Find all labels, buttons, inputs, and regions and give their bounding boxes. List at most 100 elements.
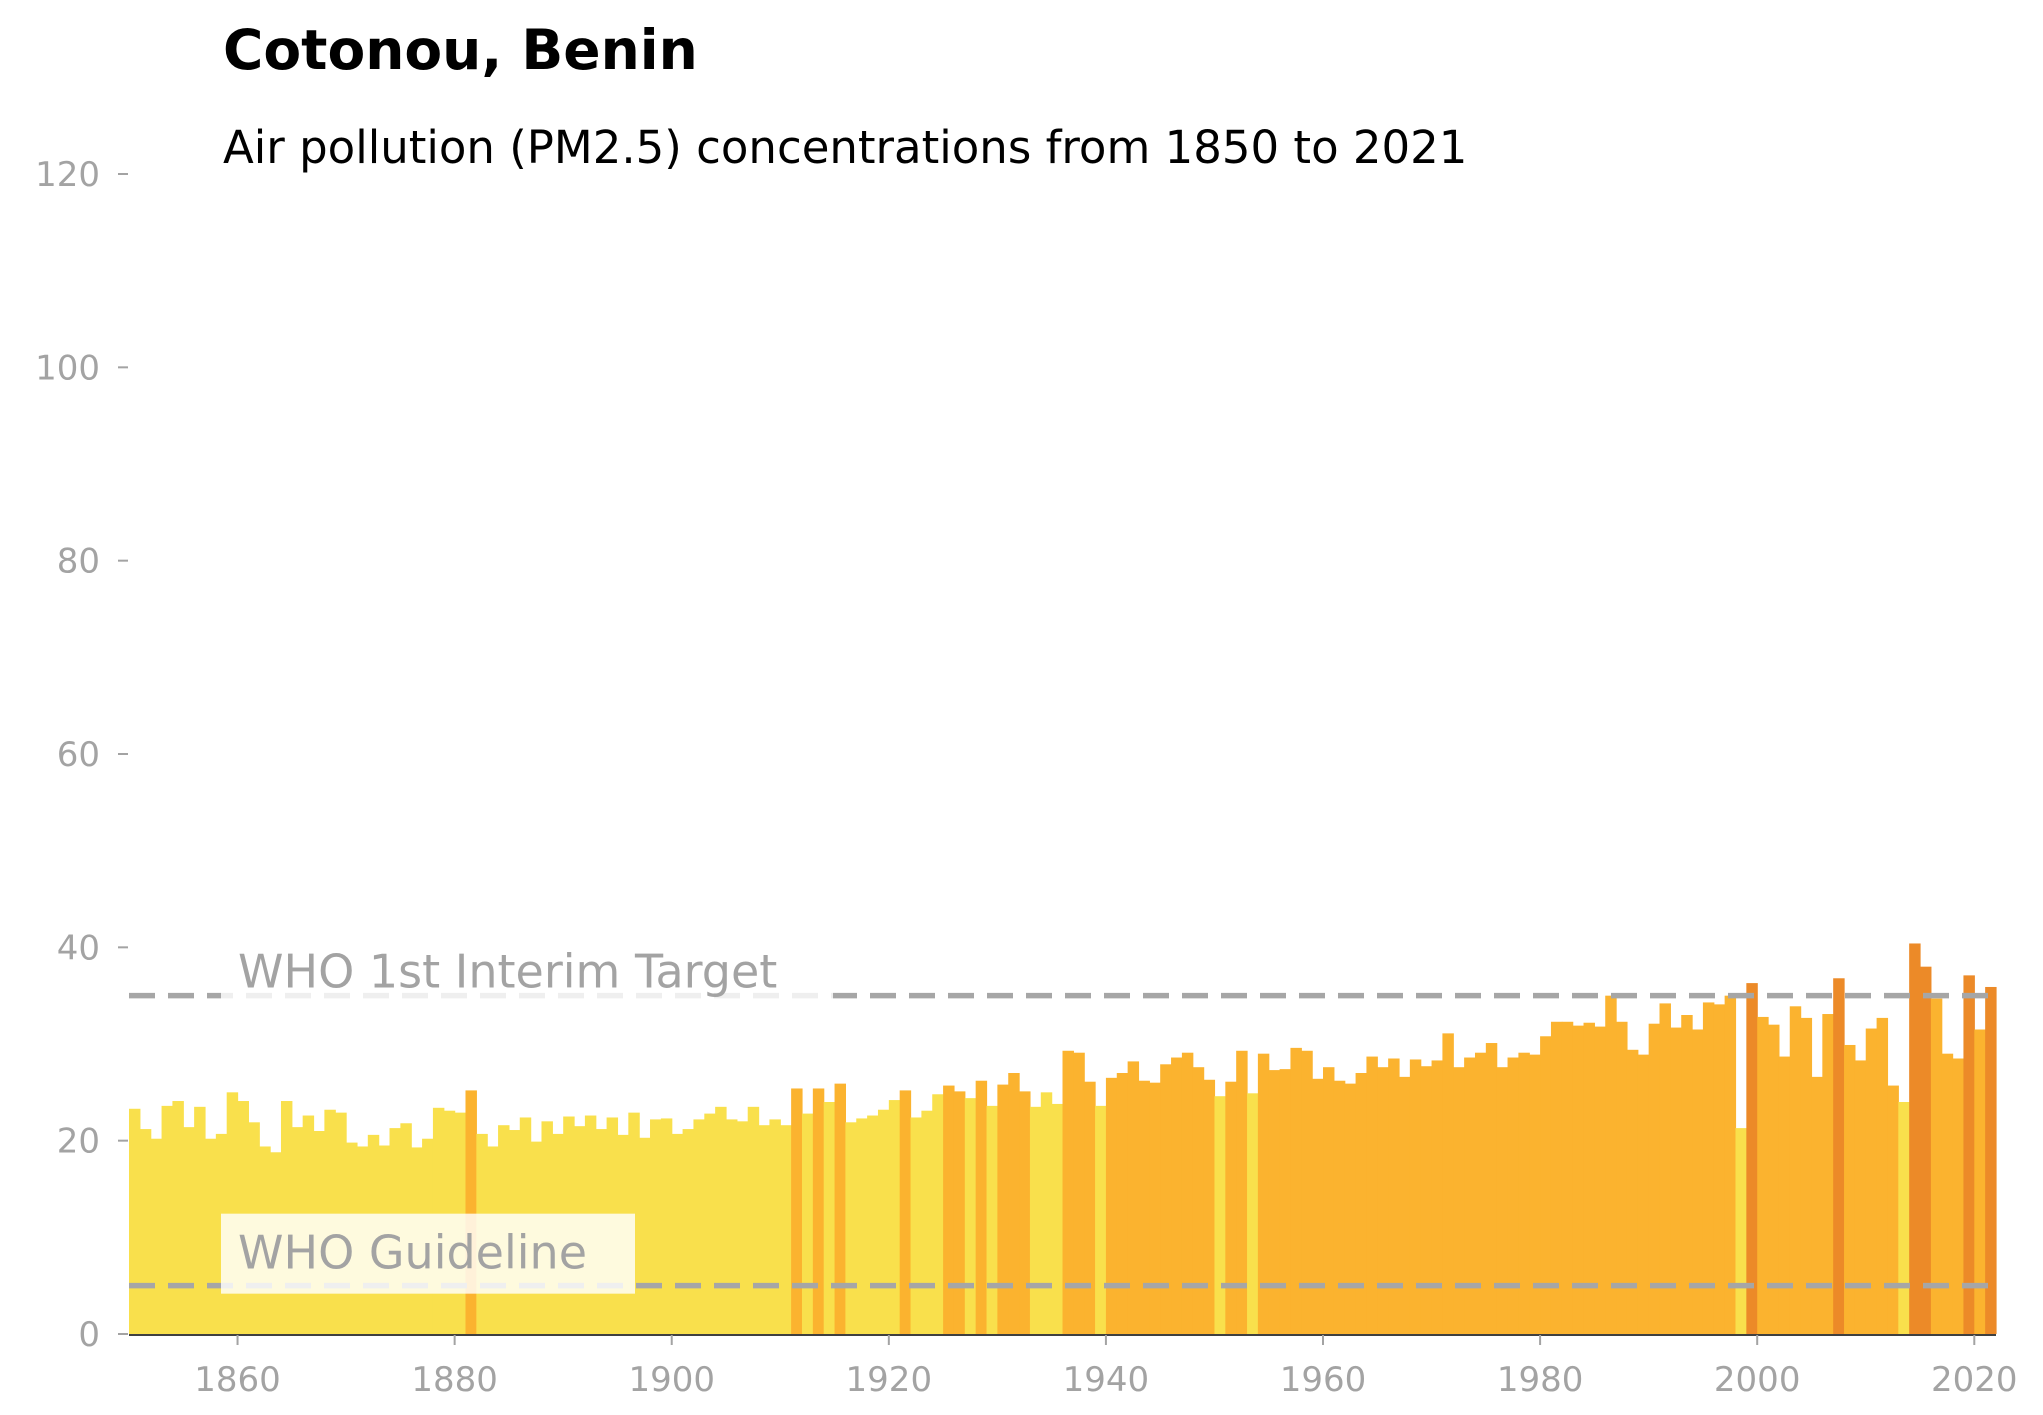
bar-1852 xyxy=(150,1138,163,1334)
bar-1909 xyxy=(769,1119,781,1334)
bar-1953 xyxy=(1247,1093,1259,1334)
bar-2018 xyxy=(1952,1058,1965,1334)
bar-1904 xyxy=(715,1106,727,1334)
bar-1925 xyxy=(943,1085,955,1334)
bar-1967 xyxy=(1398,1076,1411,1334)
y-tick-label-80: 80 xyxy=(57,542,100,582)
bar-2019 xyxy=(1963,975,1975,1334)
bar-2020 xyxy=(1974,1029,1986,1334)
bar-2002 xyxy=(1778,1056,1791,1334)
bar-1881 xyxy=(465,1090,477,1334)
bar-1856 xyxy=(194,1106,206,1334)
bar-1944 xyxy=(1149,1082,1161,1334)
bar-1920 xyxy=(888,1100,901,1334)
bar-1907 xyxy=(747,1106,760,1334)
bar-1912 xyxy=(801,1113,814,1334)
bar-2005 xyxy=(1811,1076,1823,1334)
bar-1949 xyxy=(1203,1079,1216,1334)
bar-1970 xyxy=(1431,1060,1444,1334)
bar-2004 xyxy=(1800,1017,1813,1334)
x-tick-label-1940: 1940 xyxy=(1063,1360,1150,1400)
bar-1910 xyxy=(780,1125,792,1334)
bar-1948 xyxy=(1192,1067,1205,1334)
bar-2021 xyxy=(1985,986,1997,1334)
bar-1926 xyxy=(953,1091,966,1334)
bar-1986 xyxy=(1605,995,1617,1334)
bar-1942 xyxy=(1127,1061,1140,1334)
bar-1963 xyxy=(1355,1073,1368,1334)
bar-1980 xyxy=(1540,1036,1552,1334)
bar-1923 xyxy=(921,1110,933,1334)
bar-1854 xyxy=(172,1101,184,1334)
bar-1983 xyxy=(1572,1025,1585,1334)
bar-1943 xyxy=(1138,1080,1150,1334)
bar-1924 xyxy=(932,1094,944,1334)
ref-label-5: WHO Guideline xyxy=(238,1226,587,1280)
bar-1976 xyxy=(1496,1067,1509,1334)
chart-title: Cotonou, Benin xyxy=(223,18,698,82)
bar-1975 xyxy=(1485,1043,1498,1334)
y-tick-label-40: 40 xyxy=(57,928,100,968)
bar-1951 xyxy=(1225,1081,1237,1334)
ref-label-box-5 xyxy=(221,1213,635,1294)
bar-1903 xyxy=(704,1113,716,1334)
bar-1984 xyxy=(1583,1022,1595,1334)
bar-1898 xyxy=(650,1119,662,1334)
bar-1966 xyxy=(1388,1058,1400,1334)
bar-1957 xyxy=(1290,1047,1302,1334)
bar-1977 xyxy=(1507,1057,1519,1334)
x-tick-label-1960: 1960 xyxy=(1280,1360,1367,1400)
bar-1930 xyxy=(997,1084,1009,1334)
bar-1969 xyxy=(1420,1066,1433,1334)
bar-2015 xyxy=(1920,966,1932,1334)
bar-1958 xyxy=(1301,1050,1313,1334)
bar-1905 xyxy=(726,1119,738,1334)
bar-1915 xyxy=(834,1083,846,1334)
bar-2017 xyxy=(1941,1053,1954,1334)
bar-1992 xyxy=(1670,1027,1682,1334)
bar-1899 xyxy=(660,1118,673,1334)
y-tick-label-0: 0 xyxy=(78,1315,100,1355)
x-tick-label-1900: 1900 xyxy=(628,1360,715,1400)
bar-1937 xyxy=(1073,1052,1085,1334)
bar-1851 xyxy=(139,1129,152,1334)
bar-1902 xyxy=(693,1119,705,1334)
bar-2008 xyxy=(1844,1044,1856,1334)
bar-1936 xyxy=(1062,1050,1074,1334)
bar-1974 xyxy=(1474,1052,1487,1334)
y-tick-label-20: 20 xyxy=(57,1122,100,1162)
bar-1964 xyxy=(1366,1056,1378,1334)
chart-subtitle: Air pollution (PM2.5) concentrations fro… xyxy=(223,121,1467,174)
bar-2006 xyxy=(1822,1014,1834,1334)
bar-1990 xyxy=(1648,1023,1661,1334)
y-tick-label-120: 120 xyxy=(35,155,100,195)
bar-2000 xyxy=(1757,1016,1769,1334)
bar-1900 xyxy=(671,1133,684,1334)
bar-2014 xyxy=(1909,943,1921,1334)
y-axis: 0 20 40 60 80 100 120 xyxy=(35,155,128,1355)
bar-1995 xyxy=(1702,1002,1715,1334)
bar-1927 xyxy=(964,1098,977,1334)
bar-1999 xyxy=(1746,983,1758,1334)
bar-1968 xyxy=(1409,1059,1422,1334)
bar-1850 xyxy=(129,1108,141,1334)
bar-1932 xyxy=(1019,1091,1031,1334)
bar-2009 xyxy=(1854,1060,1867,1334)
bar-1987 xyxy=(1616,1021,1628,1334)
bar-1979 xyxy=(1529,1054,1541,1334)
bar-1935 xyxy=(1051,1103,1064,1334)
bar-1934 xyxy=(1040,1092,1053,1334)
x-tick-label-2000: 2000 xyxy=(1714,1360,1801,1400)
bar-1956 xyxy=(1279,1069,1292,1334)
bar-1918 xyxy=(867,1115,879,1334)
bar-2003 xyxy=(1789,1006,1802,1334)
y-tick-label-100: 100 xyxy=(35,348,100,388)
bar-1989 xyxy=(1637,1054,1650,1334)
bar-1901 xyxy=(682,1129,695,1334)
bar-1857 xyxy=(204,1138,217,1334)
x-tick-label-1920: 1920 xyxy=(846,1360,933,1400)
x-tick-label-1980: 1980 xyxy=(1497,1360,1584,1400)
bar-2007 xyxy=(1833,978,1845,1334)
bar-1973 xyxy=(1464,1057,1476,1334)
